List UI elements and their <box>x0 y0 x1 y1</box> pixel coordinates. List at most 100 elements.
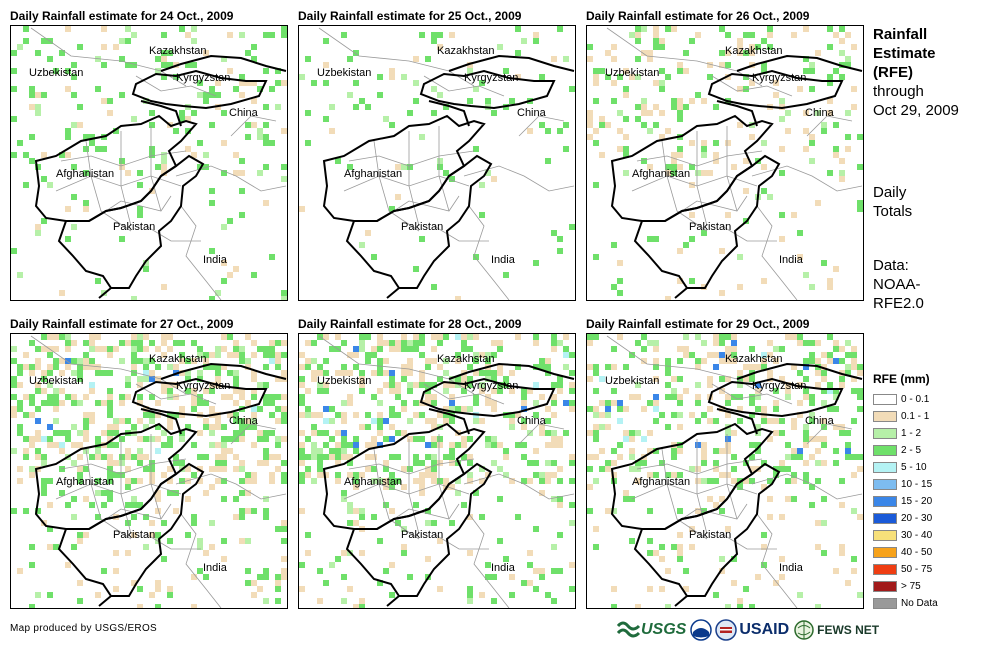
rainfall-cell <box>623 134 629 140</box>
rainfall-cell <box>227 412 233 418</box>
rainfall-cell <box>587 430 593 436</box>
rainfall-cell <box>11 346 17 352</box>
rainfall-cell <box>863 352 864 358</box>
rainfall-cell <box>95 436 101 442</box>
rainfall-cell <box>101 490 107 496</box>
rainfall-cell <box>509 592 515 598</box>
rainfall-cell <box>263 394 269 400</box>
rainfall-cell <box>155 448 161 454</box>
rainfall-cell <box>407 418 413 424</box>
rainfall-cell <box>833 424 839 430</box>
rainfall-cell <box>107 346 113 352</box>
rainfall-cell <box>569 86 575 92</box>
rainfall-cell <box>131 346 137 352</box>
rainfall-cell <box>239 388 245 394</box>
rainfall-cell <box>269 412 275 418</box>
country-boundaries <box>610 362 863 597</box>
rainfall-cell <box>629 352 635 358</box>
rainfall-cell <box>653 38 659 44</box>
rainfall-cell <box>719 496 725 502</box>
rainfall-cell <box>695 442 701 448</box>
label-kazakhstan: Kazakhstan <box>149 353 207 365</box>
rainfall-cell <box>551 400 557 406</box>
rainfall-cell <box>461 436 467 442</box>
rainfall-cell <box>137 376 143 382</box>
rainfall-cell <box>545 460 551 466</box>
rainfall-cell <box>209 442 215 448</box>
logo-bar: USGS USAID FEWS NET <box>617 619 879 641</box>
rainfall-cell <box>299 352 305 358</box>
rainfall-cell <box>119 418 125 424</box>
rainfall-cell <box>449 520 455 526</box>
rainfall-cell <box>473 254 479 260</box>
rainfall-cell <box>353 442 359 448</box>
rainfall-cell <box>269 340 275 346</box>
rainfall-cell <box>719 340 725 346</box>
rainfall-cell <box>779 212 785 218</box>
rainfall-cell <box>539 74 545 80</box>
rainfall-cell <box>719 358 725 364</box>
rainfall-cell <box>341 574 347 580</box>
rainfall-cell <box>125 170 131 176</box>
rainfall-cell <box>47 592 53 598</box>
rainfall-cell <box>131 334 137 340</box>
rainfall-cell <box>587 116 593 122</box>
rainfall-cell <box>647 164 653 170</box>
rainfall-cell <box>179 412 185 418</box>
rainfall-cell <box>629 32 635 38</box>
rainfall-cell <box>353 50 359 56</box>
rainfall-cell <box>167 388 173 394</box>
rainfall-cell <box>653 358 659 364</box>
rainfall-cell <box>323 370 329 376</box>
rainfall-cell <box>587 376 593 382</box>
rainfall-cell <box>275 406 281 412</box>
rainfall-cell <box>161 50 167 56</box>
rainfall-cell <box>95 490 101 496</box>
rainfall-cell <box>443 478 449 484</box>
rainfall-cell <box>851 418 857 424</box>
rainfall-cell <box>197 80 203 86</box>
rainfall-cell <box>527 562 533 568</box>
rainfall-cell <box>863 400 864 406</box>
rainfall-cell <box>95 370 101 376</box>
rainfall-cell <box>671 376 677 382</box>
rainfall-cell <box>665 296 671 300</box>
rainfall-cell <box>485 562 491 568</box>
rainfall-cell <box>359 346 365 352</box>
rainfall-cell <box>467 550 473 556</box>
rainfall-cell <box>479 370 485 376</box>
rainfall-cell <box>863 128 864 134</box>
rainfall-cell <box>683 242 689 248</box>
rainfall-cell <box>335 478 341 484</box>
rainfall-cell <box>101 146 107 152</box>
rainfall-cell <box>521 580 527 586</box>
rainfall-cell <box>809 68 815 74</box>
rainfall-cell <box>599 466 605 472</box>
rainfall-cell <box>125 382 131 388</box>
rainfall-cell <box>491 110 497 116</box>
rainfall-cell <box>221 478 227 484</box>
rainfall-cell <box>641 122 647 128</box>
rainfall-cell <box>365 230 371 236</box>
rainfall-cell <box>107 370 113 376</box>
nasa-seal-icon <box>715 619 738 641</box>
label-kazakhstan: Kazakhstan <box>725 353 783 365</box>
rainfall-cell <box>257 346 263 352</box>
rainfall-cell <box>383 568 389 574</box>
rainfall-cell <box>341 436 347 442</box>
rainfall-cell <box>35 454 41 460</box>
rainfall-cell <box>401 550 407 556</box>
rainfall-cell <box>845 580 851 586</box>
rainfall-cell <box>179 26 185 32</box>
rainfall-cell <box>95 400 101 406</box>
rainfall-cell <box>251 376 257 382</box>
rainfall-cell <box>677 116 683 122</box>
rainfall-cell <box>431 38 437 44</box>
rainfall-cell <box>287 574 288 580</box>
rainfall-cell <box>863 44 864 50</box>
rainfall-cell <box>611 448 617 454</box>
rainfall-cell <box>671 394 677 400</box>
rainfall-cell <box>77 122 83 128</box>
rainfall-cell <box>749 454 755 460</box>
rainfall-cell <box>227 370 233 376</box>
